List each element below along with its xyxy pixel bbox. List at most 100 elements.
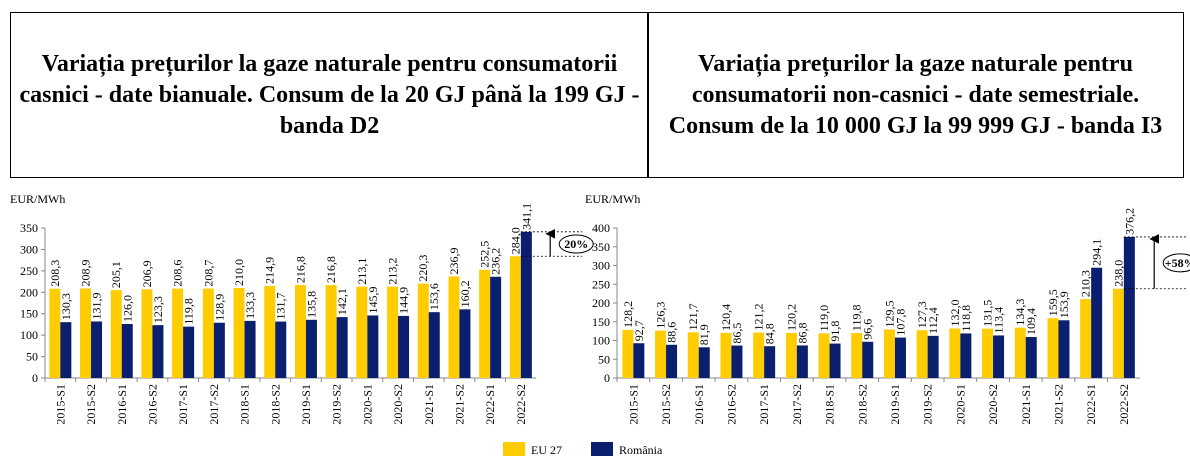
legend-swatch [503,442,525,456]
bar [336,317,348,378]
x-tick-label: 2020-S2 [986,384,1000,425]
legend-swatch [591,442,613,456]
value-label: 284,0 [508,227,522,254]
y-tick-label: 300 [592,259,610,273]
value-label: 131,9 [90,292,104,319]
bar [720,332,732,378]
value-label: 208,7 [201,260,215,287]
bar [275,321,287,378]
bar [1080,299,1092,378]
y-tick-label: 100 [20,328,38,342]
bar [829,343,841,378]
x-tick-label: 2018-S1 [823,384,837,425]
value-label: 120,4 [719,304,733,331]
bar [764,346,776,378]
y-tick-label: 150 [20,307,38,321]
value-label: 131,5 [981,300,995,327]
value-label: 252,5 [478,241,492,268]
value-label: 213,1 [355,258,369,285]
annotation: +58% [1165,256,1190,270]
value-label: 376,2 [1122,208,1136,235]
value-label: 131,7 [274,293,288,320]
bar [982,328,994,378]
bar [731,345,743,378]
value-label: 129,5 [882,300,896,327]
value-label: 130,3 [59,293,73,320]
header-cell: Variația prețurilor la gaze naturale pen… [10,12,649,178]
value-label: 88,6 [665,322,679,343]
bar [753,332,765,378]
value-label: 294,1 [1090,239,1104,266]
value-label: 153,6 [427,283,441,310]
bar [785,332,797,378]
y-tick-label: 350 [592,240,610,254]
bar [459,309,471,378]
value-label: 236,2 [489,248,503,275]
value-label: 127,3 [915,301,929,328]
header-cell: Variația prețurilor la gaze naturale pen… [647,12,1184,178]
bar [417,283,429,378]
bar [1123,236,1135,378]
value-label: 123,3 [151,296,165,323]
bar [993,335,1005,378]
bar [356,286,368,378]
value-label: 341,1 [519,203,533,230]
value-label: 118,8 [959,305,973,332]
bar [883,329,895,378]
value-label: 119,8 [850,305,864,332]
bar [91,321,103,378]
bar [110,290,122,378]
value-label: 145,9 [366,286,380,313]
value-label: 142,1 [335,288,349,315]
y-axis-label: EUR/MWh [10,192,65,206]
y-tick-label: 50 [598,352,610,366]
bar [121,324,133,378]
y-tick-label: 200 [592,296,610,310]
y-tick-label: 400 [592,221,610,235]
value-label: 120,2 [784,304,798,331]
bar [687,332,699,378]
y-tick-label: 200 [20,285,38,299]
bar [367,315,379,378]
value-label: 96,6 [861,319,875,340]
bar [1112,288,1124,378]
bar [294,285,306,378]
bar [428,312,440,378]
value-label: 208,9 [79,259,93,286]
x-tick-label: 2017-S2 [207,384,221,425]
bar [1091,267,1103,378]
value-label: 91,8 [828,321,842,342]
bar [60,322,72,378]
x-tick-label: 2022-S2 [1117,384,1131,425]
bar [202,288,214,378]
x-tick-label: 2017-S1 [176,384,190,425]
value-label: 206,9 [140,260,154,287]
bar [851,333,863,378]
bar [949,328,961,378]
y-tick-label: 50 [26,350,38,364]
x-tick-label: 2019-S1 [299,384,313,425]
value-label: 210,0 [232,259,246,286]
x-tick-label: 2017-S1 [757,384,771,425]
bar [894,337,906,378]
bar [1058,320,1070,378]
x-tick-label: 2022-S1 [483,384,497,425]
y-tick-label: 350 [20,221,38,235]
bar [490,276,502,378]
y-tick-label: 150 [592,315,610,329]
x-tick-label: 2015-S1 [626,384,640,425]
value-label: 208,6 [171,260,185,287]
bar [213,322,225,378]
x-tick-label: 2020-S2 [391,384,405,425]
y-tick-label: 250 [592,277,610,291]
bar [479,269,491,378]
x-tick-label: 2016-S2 [145,384,159,425]
x-tick-label: 2018-S1 [238,384,252,425]
legend-label: România [619,443,663,457]
x-tick-label: 2022-S1 [1084,384,1098,425]
bar [172,288,184,378]
bar [633,343,645,378]
value-label: 119,8 [182,298,196,325]
value-label: 159,5 [1046,289,1060,316]
